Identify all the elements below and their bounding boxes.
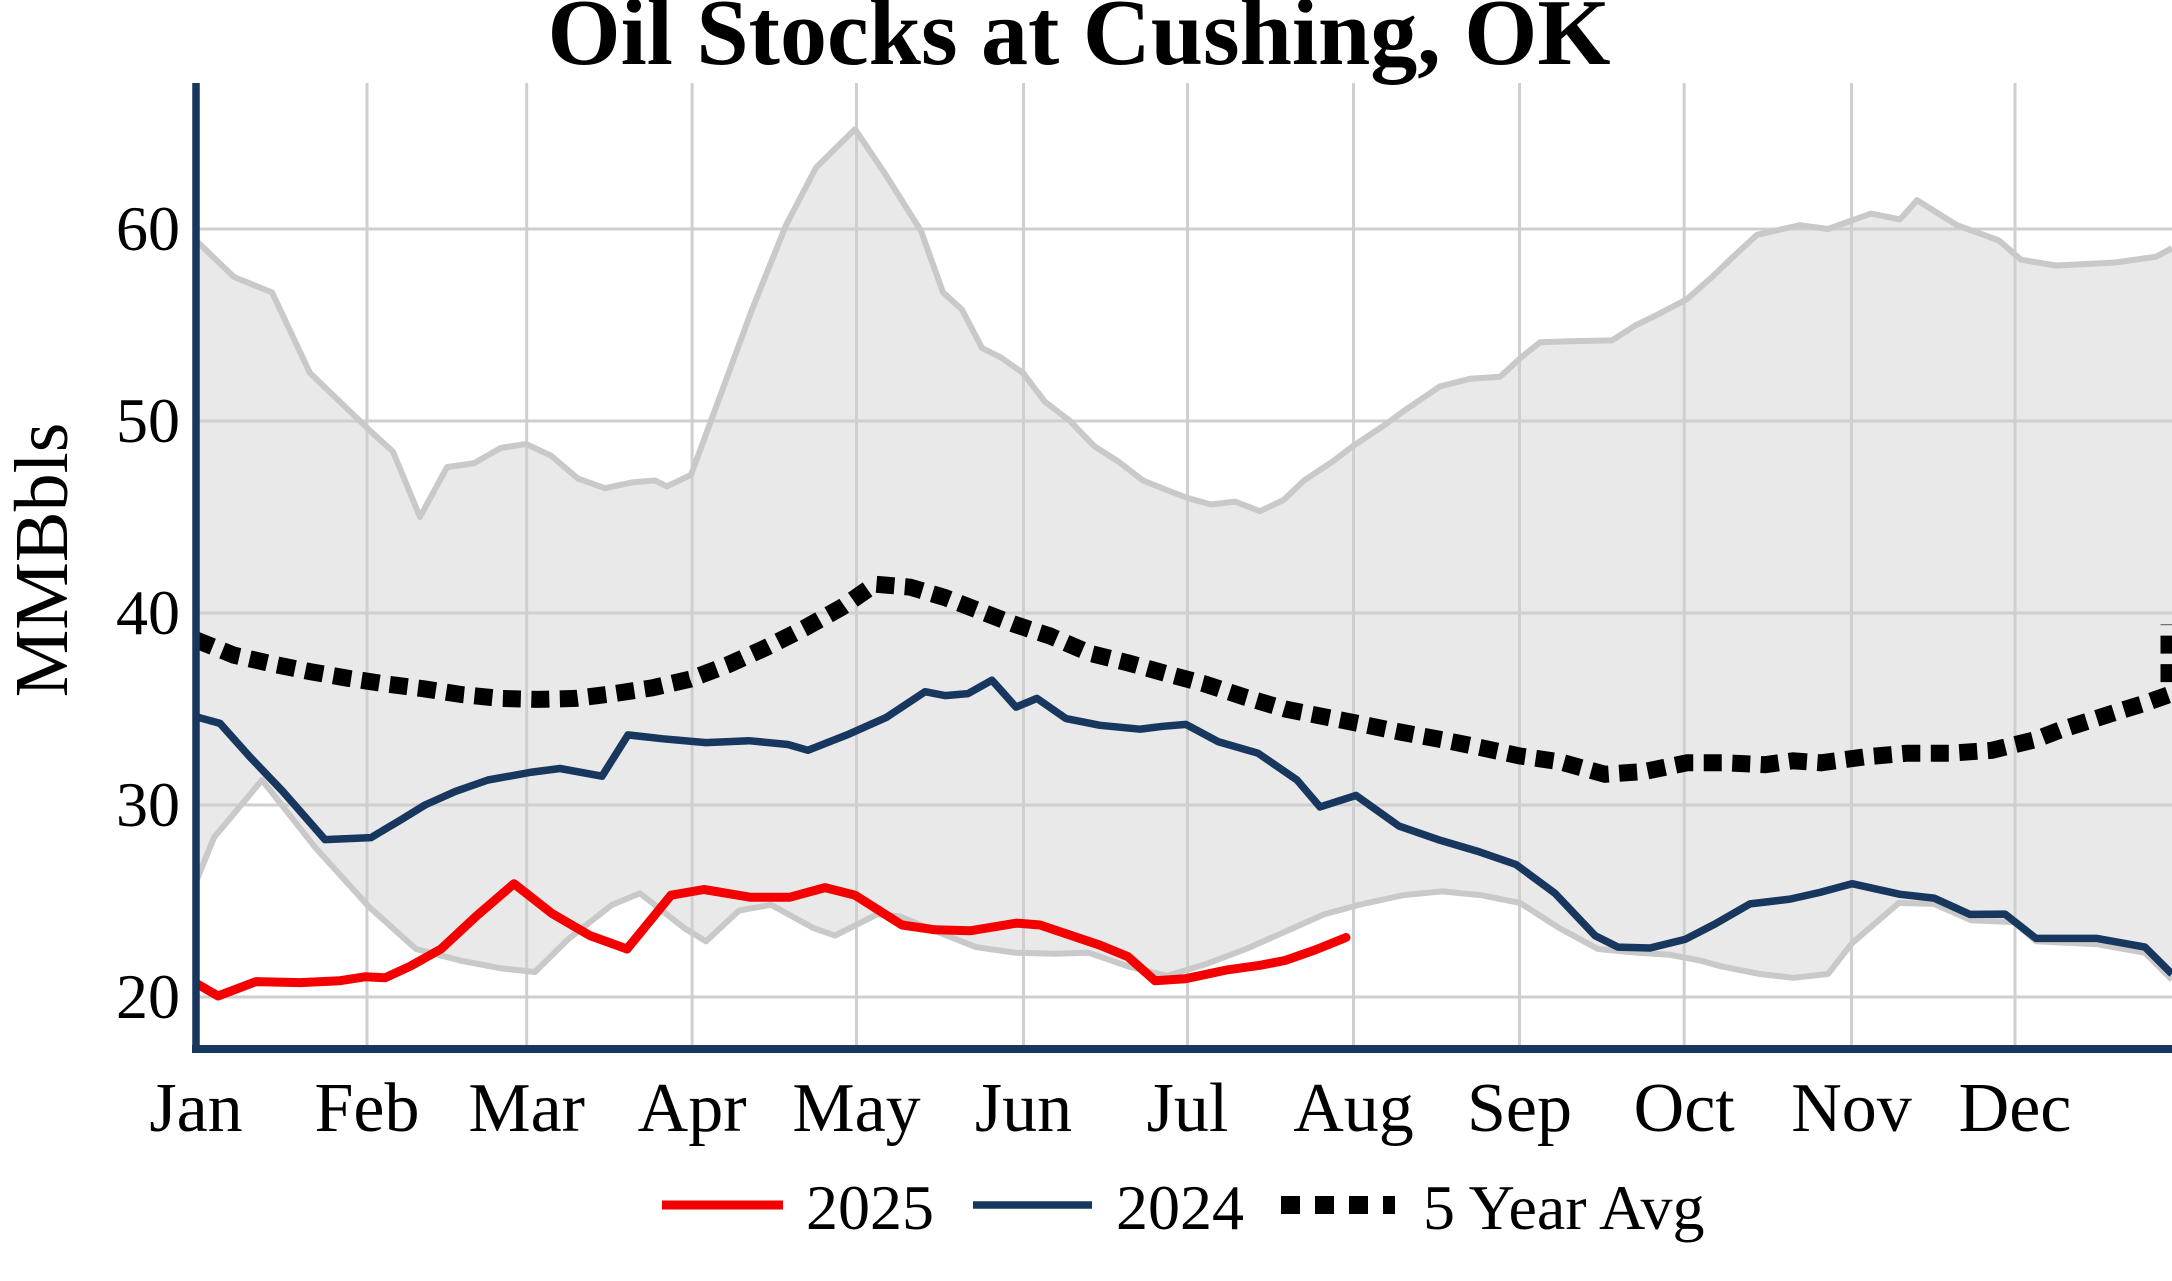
svg-text:Apr: Apr <box>638 1070 747 1147</box>
svg-text:Sep: Sep <box>1467 1070 1572 1147</box>
svg-text:Oct: Oct <box>1634 1070 1736 1147</box>
svg-text:Mar: Mar <box>468 1070 585 1147</box>
svg-text:MMBbls: MMBbls <box>0 423 84 698</box>
svg-text:Jul: Jul <box>1147 1070 1229 1147</box>
svg-text:Oil Stocks at Cushing, OK: Oil Stocks at Cushing, OK <box>548 0 1611 85</box>
svg-text:Aug: Aug <box>1293 1070 1414 1147</box>
svg-text:30: 30 <box>116 769 180 840</box>
svg-text:Jan: Jan <box>149 1070 242 1147</box>
svg-text:Feb: Feb <box>315 1070 420 1147</box>
svg-text:50: 50 <box>116 385 180 456</box>
svg-text:20: 20 <box>116 961 180 1032</box>
svg-text:2024: 2024 <box>1116 1172 1244 1243</box>
svg-text:60: 60 <box>116 193 180 264</box>
svg-text:Dec: Dec <box>1959 1070 2072 1147</box>
svg-text:40: 40 <box>116 577 180 648</box>
svg-text:Nov: Nov <box>1791 1070 1912 1147</box>
svg-text:5 Year Avg: 5 Year Avg <box>1423 1172 1705 1243</box>
svg-text:May: May <box>792 1070 920 1147</box>
svg-text:2025: 2025 <box>806 1172 934 1243</box>
svg-text:Jun: Jun <box>975 1070 1072 1147</box>
